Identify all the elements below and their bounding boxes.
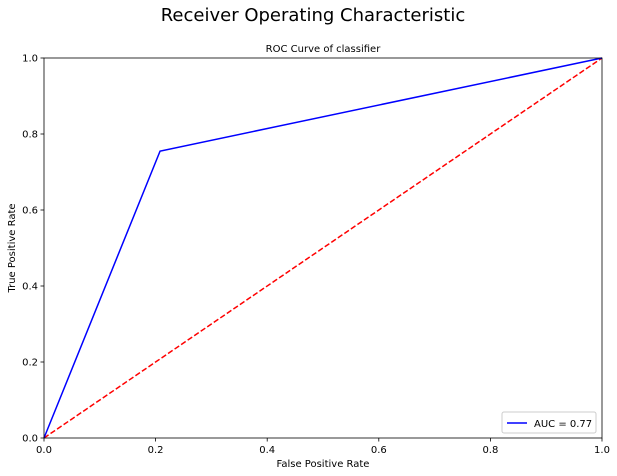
y-axis-label: True Positive Rate [7,203,18,293]
y-tick-label: 1.0 [22,54,38,65]
legend: AUC = 0.77 [501,411,597,434]
y-tick-label: 0.0 [22,434,38,445]
x-axis-label: False Positive Rate [277,459,370,470]
chart-title: ROC Curve of classifier [266,44,382,55]
roc-curve-line [43,57,603,439]
y-tick-label: 0.6 [22,206,38,217]
plot-frame [43,57,603,439]
x-axis: 0.0 0.2 0.4 0.6 0.8 1.0 [36,438,610,456]
x-tick-label: 0.6 [371,445,387,456]
figure-suptitle: Receiver Operating Characteristic [161,5,466,26]
y-tick-label: 0.2 [22,358,38,369]
y-tick-label: 0.8 [22,130,38,141]
y-tick-label: 0.4 [22,282,38,293]
y-axis: 0.0 0.2 0.4 0.6 0.8 1.0 [22,54,44,445]
legend-label: AUC = 0.77 [534,419,592,430]
x-tick-label: 0.0 [36,445,52,456]
x-tick-label: 0.2 [148,445,164,456]
x-tick-label: 0.4 [259,445,275,456]
series-layer [43,57,603,439]
legend-box [501,411,597,434]
x-tick-label: 0.8 [482,445,498,456]
chance-diagonal-line [43,57,603,439]
x-tick-label: 1.0 [594,445,610,456]
